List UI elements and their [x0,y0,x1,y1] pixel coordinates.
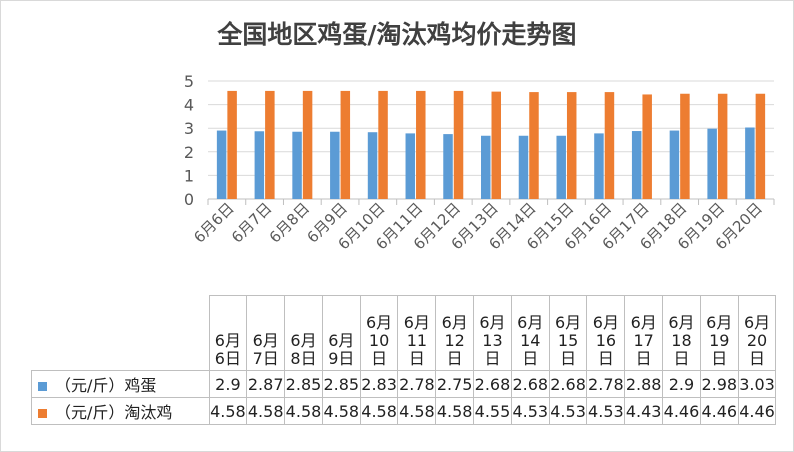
data-label: 4.43 [624,397,664,425]
data-label: 4.58 [435,397,475,425]
bar-culled-hen [416,90,426,199]
data-label: 4.58 [284,397,323,425]
bar-egg [481,135,491,199]
bar-egg [254,131,265,199]
y-tick-label: 4 [184,96,194,115]
bar-egg [745,127,755,199]
table-header-cell: 6月 9日 [321,295,361,371]
x-tick-label: 6月8日 [266,199,313,246]
data-label: 2.68 [473,370,512,398]
bar-culled-hen [755,93,766,199]
bar-culled-hen [642,94,652,199]
bar-egg [443,134,453,199]
table-header-cell: 6月 16 日 [586,295,626,371]
legend-label: （元/斤）鸡蛋 [55,376,157,395]
table-header-cell: 6月 15 日 [548,295,588,371]
data-label: 2.78 [397,370,437,398]
table-header-cell: 6月 6日 [208,295,248,371]
data-label: 4.58 [246,397,286,425]
bar-egg [707,128,717,199]
table-header-cell: 6月 19 日 [699,295,739,371]
bar-culled-hen [378,90,388,199]
legend-entry: （元/斤）鸡蛋 [31,370,210,398]
data-label: 2.75 [435,370,475,398]
table-header-cell: 6月 14 日 [510,295,550,371]
table-corner [32,296,210,371]
y-tick-label: 3 [184,119,194,138]
data-label: 4.46 [737,397,777,425]
data-label: 4.53 [586,397,626,425]
bar-egg [216,130,227,199]
data-label: 4.46 [662,397,701,425]
data-label: 2.68 [548,370,588,398]
data-label: 2.78 [586,370,626,398]
legend-swatch [38,409,47,418]
table-header-cell: 6月 12 日 [435,295,475,371]
table-header-cell: 6月 18 日 [662,295,701,371]
data-label: 4.53 [548,397,588,425]
y-tick-label: 1 [184,166,194,185]
bar-egg [330,131,340,199]
bar-egg [367,132,378,199]
legend-label: （元/斤）淘汰鸡 [55,403,173,422]
bar-culled-hen [529,92,539,199]
data-label: 4.58 [397,397,437,425]
x-tick-label: 6月6日 [190,199,237,246]
y-tick-label: 2 [184,143,194,162]
data-label: 4.58 [208,397,248,425]
data-label: 2.85 [284,370,323,398]
table-header-cell: 6月 7日 [246,295,286,371]
data-label: 2.9 [208,370,248,398]
data-label: 2.83 [359,370,399,398]
data-label: 2.98 [699,370,739,398]
bar-egg [518,135,529,199]
data-label: 2.9 [662,370,701,398]
bar-culled-hen [340,90,351,199]
data-label: 4.58 [321,397,361,425]
table-header-cell: 6月 17 日 [624,295,664,371]
chart-plot: 0123456月6日6月7日6月8日6月9日6月10日6月11日6月12日6月1… [184,72,775,253]
bar-culled-hen [680,93,690,199]
y-tick-label: 5 [184,72,194,91]
bar-egg [594,133,604,199]
bar-egg [556,135,566,199]
data-table: 6月 6日 6月 7日 6月 8日 6月 9日 6月 10 日 6月 11 日 6月 12 日 6月 13 日 6月 14… [31,295,777,425]
bar-culled-hen [453,90,464,199]
table-header-cell: 6月 10 日 [359,295,399,371]
bar-culled-hen [717,93,728,199]
table-row: （元/斤）淘汰鸡 4.58 4.58 4.58 4.58 4.58 4.58 4.58 4.55… [31,397,777,425]
table-header-cell: 6月 11 日 [397,295,437,371]
y-tick-label: 0 [184,190,194,209]
data-label: 2.68 [510,370,550,398]
data-label: 3.03 [737,370,777,398]
chart-title: 全国地区鸡蛋/淘汰鸡均价走势图 [217,20,577,49]
bar-egg [292,131,302,199]
table-header-cell: 6月 8日 [284,295,323,371]
data-label: 2.87 [246,370,286,398]
legend-entry: （元/斤）淘汰鸡 [31,397,210,425]
bar-egg [405,133,416,199]
bar-egg [669,130,680,199]
data-label: 4.53 [510,397,550,425]
bar-culled-hen [227,90,237,199]
bar-culled-hen [302,90,313,199]
table-row: （元/斤）鸡蛋 2.9 2.87 2.85 2.85 2.83 2.78 2.75 2.68 2.… [31,370,777,398]
data-label: 4.55 [473,397,512,425]
table-header-cell: 6月 13 日 [473,295,512,371]
x-tick-label: 6月7日 [228,199,275,246]
data-label: 4.58 [359,397,399,425]
data-label: 2.88 [624,370,664,398]
legend-swatch [38,382,47,391]
bar-culled-hen [566,92,577,199]
data-label: 2.85 [321,370,361,398]
data-label: 4.46 [699,397,739,425]
bar-egg [631,131,642,199]
bar-culled-hen [604,92,615,199]
table-header-cell: 6月 20 日 [737,295,777,371]
bar-culled-hen [265,90,275,199]
bar-culled-hen [491,91,501,199]
